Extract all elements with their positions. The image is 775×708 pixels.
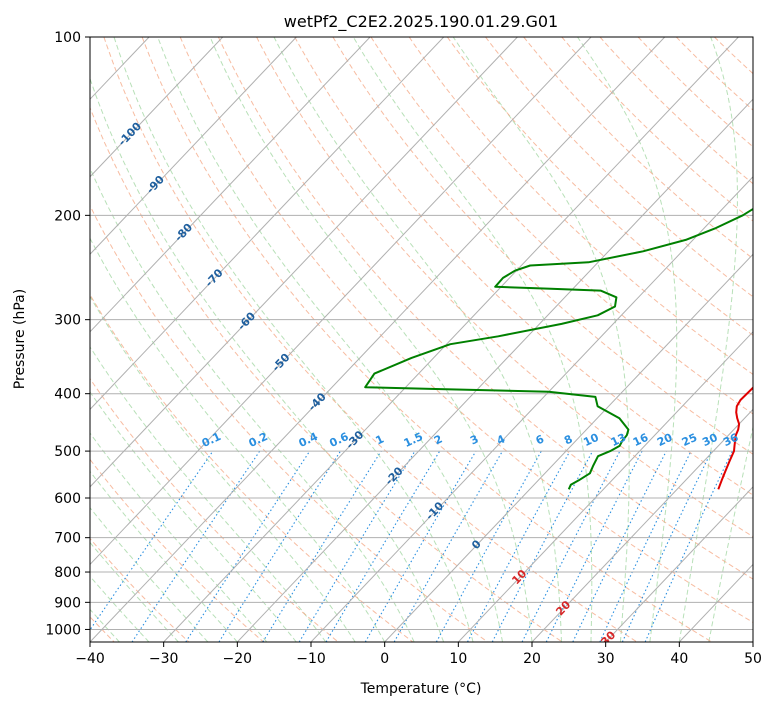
x-tick-label: 30 [597,651,615,667]
isotherm-line [90,37,224,178]
mixing-ratio-line [185,450,311,642]
mixing-ratio-label: 13 [609,431,628,449]
y-tick-label: 500 [54,444,81,460]
moist-adiabat-line [90,575,150,642]
x-tick-label: −10 [296,651,326,667]
mixing-ratio-line [393,450,503,642]
x-tick-label: −40 [75,651,105,667]
mixing-ratio-label: 36 [721,431,741,449]
moist-adiabat-line [90,541,179,642]
dry-adiabat-line [141,37,712,642]
moist-adiabat-line [209,37,533,642]
isotherms [90,37,753,642]
x-axis-title: Temperature (°C) [360,681,482,697]
mixing-ratio-label: 25 [680,431,699,449]
x-tick-label: −20 [223,651,253,667]
isotherm-line [310,176,753,642]
y-tick-label: 400 [54,387,81,403]
temperature-profile-line [717,385,753,490]
y-tick-label: 300 [54,313,81,329]
x-tick-label: 50 [744,651,762,667]
dry-adiabat-line [179,37,753,623]
moist-adiabat-line [678,37,738,642]
dry-adiabat-line [90,293,414,642]
mixing-ratio-labels: 0.1 0.2 0.4 0.6 1 1.5 2 3 4 6 8 10 13 16 20 25 30 36 [200,430,741,450]
y-tick-label: 1000 [45,622,81,638]
dry-adiabat-line [637,37,753,148]
dry-adiabat-line [294,37,753,496]
dewpoint-profile-line [364,207,753,490]
moist-adiabat-line [452,37,630,642]
dry-adiabat-line [90,204,488,642]
y-axis-title: Pressure (hPa) [12,289,28,389]
x-tick-label: 10 [449,651,467,667]
moist-adiabat-line [90,391,297,642]
mixing-ratio-line [435,450,542,642]
moist-adiabat-line [90,237,386,642]
sounding-profiles [364,207,753,490]
moist-adiabat-line [157,37,503,642]
isotherm-line [90,37,666,642]
y-tick-label: 900 [54,595,81,611]
isotherm-line [236,98,753,642]
chart-title: wetPf2_C2E2.2025.190.01.29.G01 [284,12,558,32]
dry-adiabat-line [90,458,264,642]
y-tick-label: 600 [54,491,81,507]
x-tick-label: 40 [670,651,688,667]
moist-adiabat-line [113,37,474,642]
moist-adiabat-line [90,295,356,642]
dry-adiabat-line [370,37,753,415]
dry-adiabat-line [256,37,753,538]
mixing-ratio-label: 30 [700,431,720,449]
moist-adiabat-line [90,346,327,642]
moist-adiabat-line [352,37,593,642]
mixing-ratio-line [262,450,382,642]
x-tick-label: 20 [523,651,541,667]
y-axis-ticks: 100 200 300 400 500 600 700 800 900 1000 [45,30,90,638]
isotherm-line [163,37,739,642]
x-tick-label: 0 [380,651,389,667]
dry-adiabat-line [408,37,753,375]
mixing-ratio-line [298,450,416,642]
isotherm-line [90,37,297,256]
dry-adiabat-line [446,37,753,336]
mixing-ratio-line [545,450,643,642]
x-tick-label: −30 [149,651,179,667]
dry-adiabat-line [485,37,753,298]
moist-adiabat-line [273,37,562,642]
moist-adiabat-line [708,424,753,642]
y-tick-label: 100 [54,30,81,46]
isotherm-line [605,486,753,642]
mixing-ratio-line [467,450,571,642]
plot-frame [89,36,754,643]
mixing-ratio-label: 10 [581,431,601,449]
moist-adiabat-line [577,37,678,642]
dry-adiabat-line [217,37,753,580]
y-tick-label: 200 [54,208,81,224]
mixing-ratio-label: 16 [631,431,651,449]
mixing-ratio-line [90,450,214,631]
isotherm-line [90,37,371,333]
isotherm-line [457,331,753,642]
moist-adiabats [90,37,753,642]
isotherm-line [531,408,753,642]
mixing-ratio-label: 20 [655,431,675,449]
y-tick-label: 800 [54,565,81,581]
x-axis-ticks: −40 −30 −20 −10 0 10 20 30 40 50 [75,642,762,667]
isotherm-line [384,253,753,642]
mixing-ratio-line [218,450,341,642]
isotherm-line [90,37,518,488]
y-tick-label: 700 [54,531,81,547]
isotherm-line [90,37,445,411]
isotherm-line [90,37,592,566]
dry-adiabat-line [561,37,753,222]
moist-adiabat-line [90,506,209,642]
moist-adiabat-line [90,470,238,642]
mixing-ratio-line [572,450,667,642]
moist-adiabat-line [90,77,445,642]
dry-adiabat-line [90,106,563,642]
